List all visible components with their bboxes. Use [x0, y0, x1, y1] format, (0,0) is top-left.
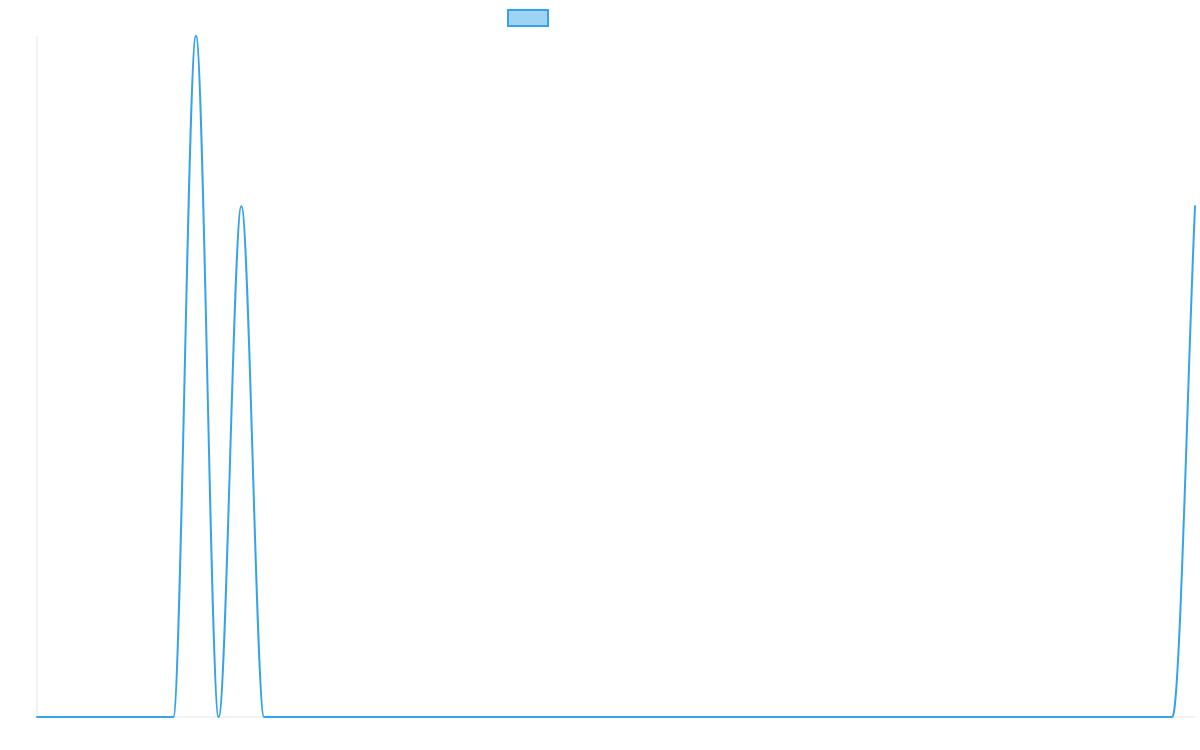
- data-point[interactable]: [193, 33, 199, 39]
- data-point[interactable]: [1124, 714, 1130, 720]
- data-point[interactable]: [1010, 714, 1016, 720]
- data-point[interactable]: [602, 714, 608, 720]
- data-point[interactable]: [783, 714, 789, 720]
- legend-swatch[interactable]: [507, 9, 549, 27]
- data-point[interactable]: [670, 714, 676, 720]
- data-point[interactable]: [738, 714, 744, 720]
- data-point[interactable]: [851, 714, 857, 720]
- data-point[interactable]: [1169, 714, 1175, 720]
- data-point[interactable]: [488, 714, 494, 720]
- legend[interactable]: [507, 9, 549, 27]
- axes: [36, 36, 1195, 718]
- data-point[interactable]: [57, 714, 63, 720]
- data-point[interactable]: [375, 714, 381, 720]
- data-point[interactable]: [624, 714, 630, 720]
- data-point[interactable]: [238, 203, 244, 209]
- data-point[interactable]: [261, 714, 267, 720]
- data-point[interactable]: [761, 714, 767, 720]
- data-point[interactable]: [102, 714, 108, 720]
- data-point[interactable]: [170, 714, 176, 720]
- data-point[interactable]: [216, 714, 222, 720]
- data-point[interactable]: [148, 714, 154, 720]
- data-point[interactable]: [125, 714, 131, 720]
- data-point[interactable]: [556, 714, 562, 720]
- data-point[interactable]: [1192, 203, 1198, 209]
- data-point[interactable]: [420, 714, 426, 720]
- data-point[interactable]: [647, 714, 653, 720]
- data-point[interactable]: [1147, 714, 1153, 720]
- data-point[interactable]: [715, 714, 721, 720]
- data-point[interactable]: [1078, 714, 1084, 720]
- data-point[interactable]: [352, 714, 358, 720]
- data-point[interactable]: [692, 714, 698, 720]
- data-point[interactable]: [1056, 714, 1062, 720]
- data-point[interactable]: [579, 714, 585, 720]
- data-point[interactable]: [965, 714, 971, 720]
- data-point[interactable]: [1101, 714, 1107, 720]
- data-point[interactable]: [874, 714, 880, 720]
- data-point[interactable]: [34, 714, 40, 720]
- data-point[interactable]: [534, 714, 540, 720]
- data-point[interactable]: [465, 714, 471, 720]
- data-point[interactable]: [79, 714, 85, 720]
- data-point[interactable]: [329, 714, 335, 720]
- data-point[interactable]: [988, 714, 994, 720]
- data-point[interactable]: [443, 714, 449, 720]
- data-point[interactable]: [306, 714, 312, 720]
- data-point[interactable]: [511, 714, 517, 720]
- data-point[interactable]: [284, 714, 290, 720]
- data-point[interactable]: [920, 714, 926, 720]
- data-point[interactable]: [897, 714, 903, 720]
- data-point[interactable]: [829, 714, 835, 720]
- data-point[interactable]: [397, 714, 403, 720]
- data-point[interactable]: [942, 714, 948, 720]
- data-point[interactable]: [1033, 714, 1039, 720]
- series-line-0[interactable]: [36, 35, 1196, 719]
- series-layer: [34, 33, 1198, 720]
- data-point[interactable]: [806, 714, 812, 720]
